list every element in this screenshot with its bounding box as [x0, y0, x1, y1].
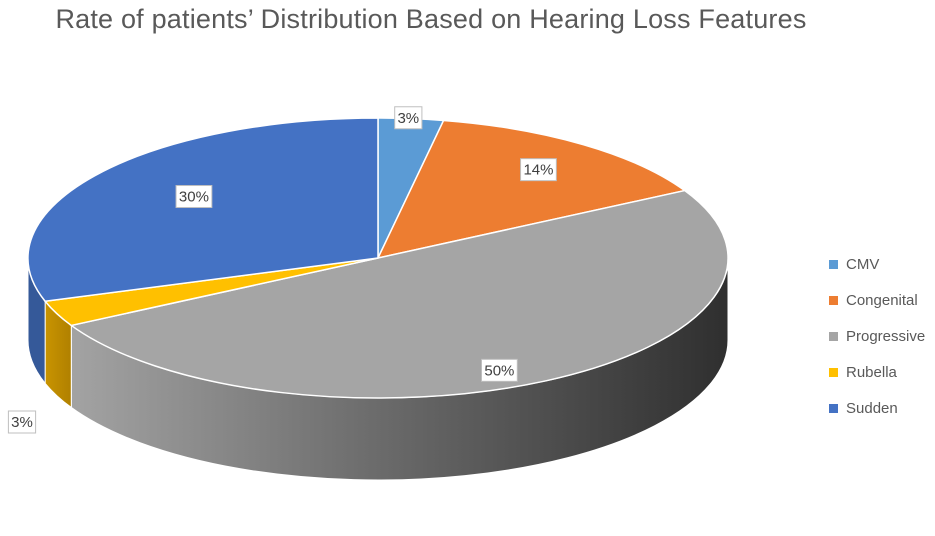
chart-legend: CMV Congenital Progressive Rubella Sudden: [829, 246, 925, 426]
legend-label: Rubella: [846, 363, 897, 381]
svg-text:50%: 50%: [484, 362, 514, 379]
legend-swatch: [829, 403, 838, 413]
legend-label: Congenital: [846, 291, 918, 309]
data-label-sudden: 30%: [175, 185, 213, 209]
legend-item-congenital: Congenital: [829, 282, 925, 318]
legend-swatch: [829, 259, 838, 269]
legend-item-progressive: Progressive: [829, 318, 925, 354]
legend-swatch: [829, 367, 838, 377]
legend-item-cmv: CMV: [829, 246, 925, 282]
legend-swatch: [829, 331, 838, 341]
chart-title: Rate of patients’ Distribution Based on …: [55, 4, 807, 34]
data-label-cmv: 3%: [394, 106, 423, 130]
legend-label: Sudden: [846, 399, 898, 417]
data-label-rubella: 3%: [7, 410, 37, 434]
legend-item-sudden: Sudden: [829, 390, 925, 426]
svg-text:3%: 3%: [397, 110, 419, 127]
legend-label: Progressive: [846, 327, 926, 345]
legend-item-rubella: Rubella: [829, 354, 925, 390]
svg-text:3%: 3%: [11, 414, 33, 431]
slice-sudden: [27, 117, 379, 303]
data-label-congenital: 14%: [520, 158, 557, 182]
slice-congenital: [376, 119, 687, 260]
slice-progressive: [69, 189, 729, 399]
legend-swatch: [829, 295, 838, 305]
svg-text:30%: 30%: [179, 189, 209, 206]
svg-text:14%: 14%: [523, 162, 553, 179]
legend-label: CMV: [846, 255, 880, 273]
data-label-progressive: 50%: [481, 358, 518, 382]
